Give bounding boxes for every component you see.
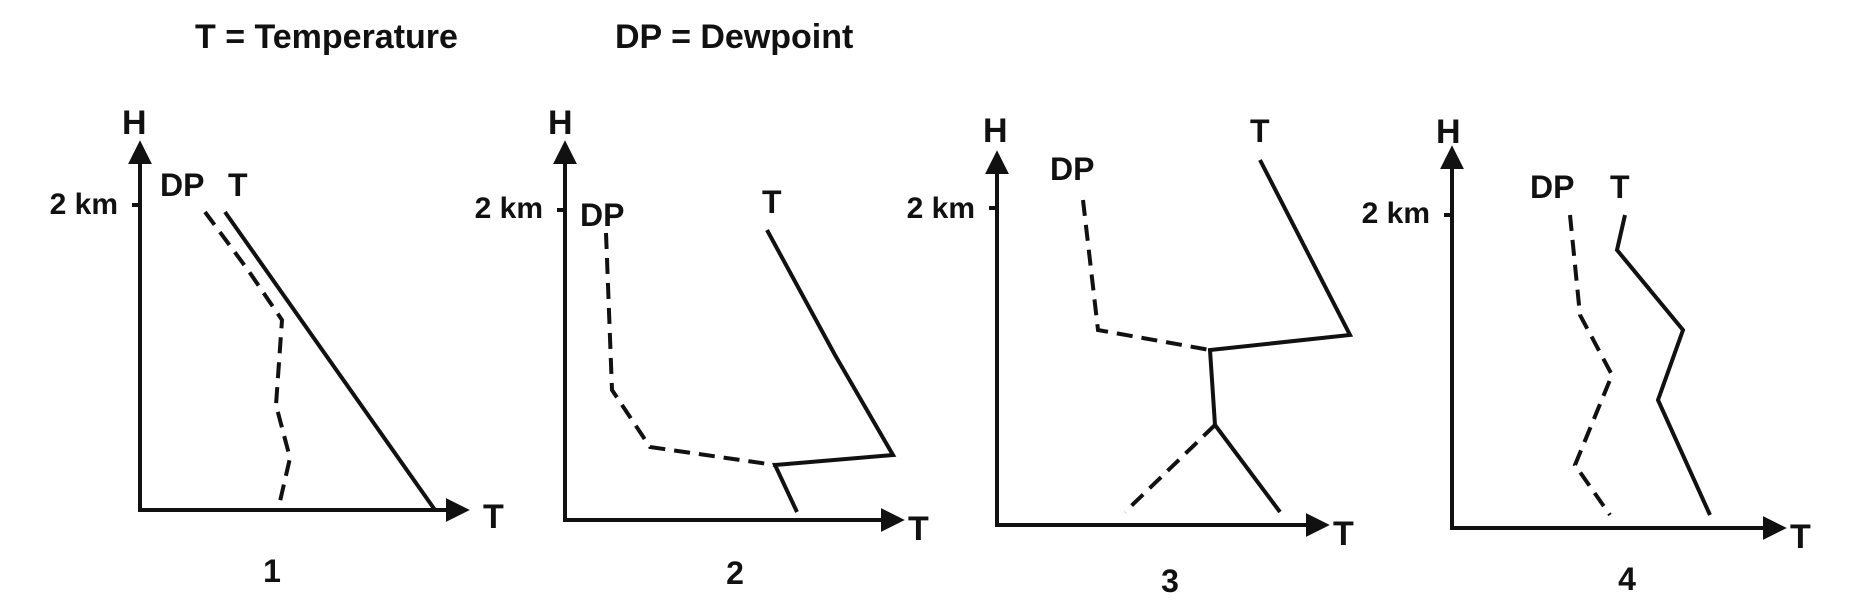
- height-axis-label: H: [122, 104, 147, 142]
- temperature-label: T: [228, 167, 248, 203]
- dewpoint-label: DP: [580, 197, 624, 233]
- dewpoint-profile-lower: [1123, 423, 1217, 514]
- dewpoint-profile: [604, 232, 776, 467]
- dewpoint-label: DP: [160, 167, 204, 203]
- height-mark-label: 2 km: [1362, 197, 1430, 230]
- diagram-3: H T 2 km DP T 3: [907, 112, 1354, 599]
- temperature-profile: [223, 210, 437, 512]
- dewpoint-profile: [1568, 214, 1615, 517]
- height-axis-label: H: [548, 104, 573, 142]
- legend-temperature: T = Temperature: [195, 18, 458, 56]
- dewpoint-label: DP: [1530, 169, 1574, 205]
- height-mark-label: 2 km: [50, 188, 118, 221]
- x-axis-label: T: [1790, 518, 1811, 556]
- diagram-2: H T 2 km DP T 2: [475, 104, 929, 591]
- height-mark-label: 2 km: [475, 192, 543, 225]
- diagram-number: 2: [726, 555, 744, 591]
- dewpoint-label: DP: [1050, 151, 1094, 187]
- height-axis-label: H: [1436, 113, 1461, 151]
- x-axis-label: T: [1333, 515, 1354, 553]
- temperature-profile: [1207, 159, 1354, 514]
- temperature-label: T: [1610, 169, 1630, 205]
- dewpoint-profile: [1081, 199, 1211, 352]
- diagram-number: 3: [1161, 563, 1179, 599]
- diagram-4: H T 2 km DP T 4: [1362, 113, 1811, 597]
- x-axis-label: T: [483, 498, 504, 536]
- height-axis-label: H: [983, 112, 1008, 150]
- temperature-label: T: [762, 184, 782, 220]
- dewpoint-profile: [203, 210, 293, 511]
- diagram-number: 1: [263, 553, 281, 589]
- temperature-profile: [765, 229, 897, 513]
- temperature-profile: [1614, 214, 1712, 516]
- legend-dewpoint: DP = Dewpoint: [615, 18, 854, 56]
- temperature-label: T: [1250, 113, 1270, 149]
- diagram-number: 4: [1618, 561, 1636, 597]
- height-mark-label: 2 km: [907, 192, 975, 225]
- diagram-1: H T 2 km DP T 1: [50, 104, 504, 589]
- x-axis-label: T: [908, 510, 929, 548]
